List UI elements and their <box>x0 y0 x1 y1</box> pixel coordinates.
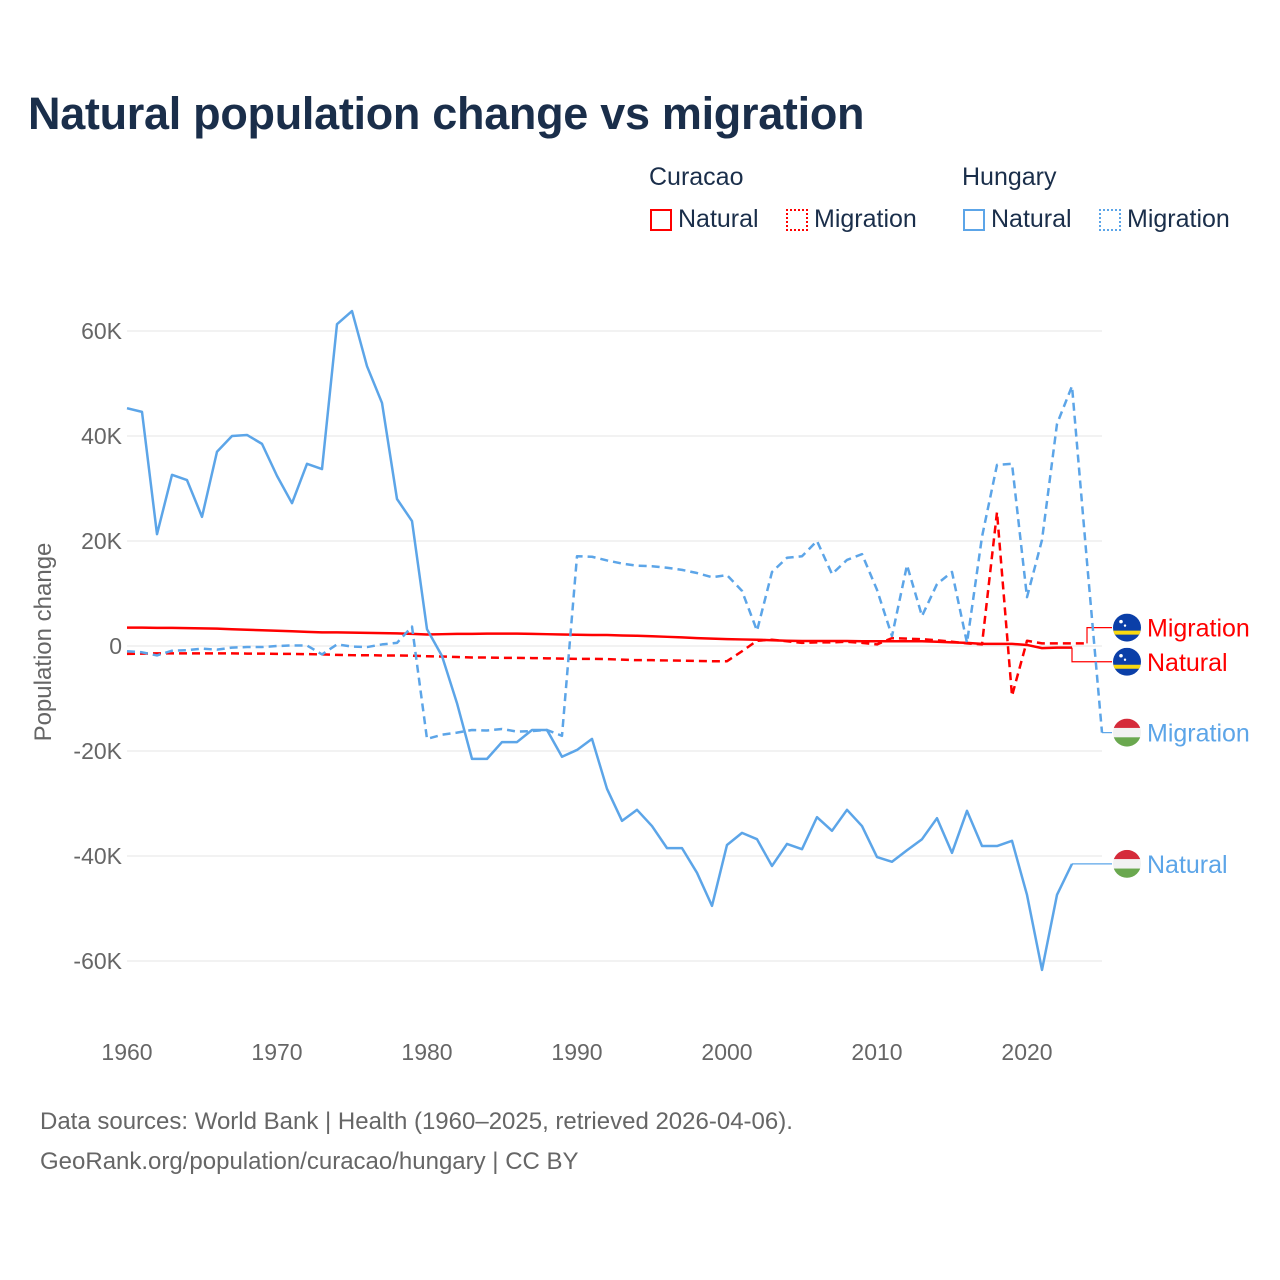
legend-country-curacao: Curacao <box>649 163 744 191</box>
x-tick-label: 1970 <box>251 1039 302 1065</box>
legend-swatch-solid-red <box>650 208 672 231</box>
y-tick-label: 0 <box>109 633 122 659</box>
legend-label: Migration <box>1127 205 1230 233</box>
series-lines <box>126 309 1112 972</box>
legend-label: Natural <box>991 205 1072 233</box>
series-line-curacao-natural[interactable] <box>127 626 1072 650</box>
end-labels: Migration Natural Migration Natural <box>1113 613 1250 879</box>
y-tick-label: -20K <box>73 738 122 764</box>
label-connector <box>1086 627 1112 644</box>
flag-curacao-icon <box>1113 613 1141 642</box>
footer-sources: Data sources: World Bank | Health (1960–… <box>40 1108 793 1135</box>
legend-swatch-solid-blue <box>963 208 985 231</box>
end-label-hungary-natural: Natural <box>1147 851 1228 879</box>
legend-curacao-natural[interactable]: Natural <box>650 205 759 234</box>
x-tick-label: 1990 <box>551 1039 602 1065</box>
y-tick-label: -40K <box>73 843 122 869</box>
chart-title: Natural population change vs migration <box>28 88 865 139</box>
end-label-curacao-natural: Natural <box>1147 649 1228 677</box>
end-label-hungary-migration: Migration <box>1147 720 1250 748</box>
series-line-hungary-natural[interactable] <box>126 309 1074 972</box>
x-tick-label: 2010 <box>851 1039 902 1065</box>
y-tick-label: -60K <box>73 948 122 974</box>
end-label-curacao-migration: Migration <box>1147 615 1250 643</box>
series-line-curacao-migration[interactable] <box>126 510 1087 698</box>
legend-swatch-dotted-red <box>786 208 808 231</box>
label-connector <box>1071 647 1112 663</box>
legend-hungary-migration[interactable]: Migration <box>1099 205 1230 234</box>
x-tick-label: 2020 <box>1001 1039 1052 1065</box>
legend-country-hungary: Hungary <box>962 163 1057 191</box>
footer-attribution[interactable]: GeoRank.org/population/curacao/hungary |… <box>40 1148 579 1175</box>
series-line-hungary-migration[interactable] <box>126 384 1104 741</box>
x-tick-label: 1980 <box>401 1039 452 1065</box>
x-tick-label: 1960 <box>101 1039 152 1065</box>
flag-hungary-icon <box>1113 849 1141 878</box>
flag-hungary-icon <box>1113 718 1141 747</box>
x-axis-ticks: 1960 1970 1980 1990 2000 2010 2020 <box>101 1039 1052 1065</box>
y-tick-label: 60K <box>81 318 123 344</box>
legend-label: Natural <box>678 205 759 233</box>
y-tick-label: 40K <box>81 423 123 449</box>
flag-curacao-icon <box>1113 647 1141 676</box>
x-tick-label: 2000 <box>701 1039 752 1065</box>
legend-hungary-natural[interactable]: Natural <box>963 205 1072 234</box>
y-tick-label: 20K <box>81 528 123 554</box>
y-axis-label: Population change <box>30 543 57 742</box>
legend-label: Migration <box>814 205 917 233</box>
legend-swatch-dotted-blue <box>1099 208 1121 231</box>
legend-curacao-migration[interactable]: Migration <box>786 205 917 234</box>
y-axis-ticks: 60K 40K 20K 0 -20K -40K -60K <box>73 318 122 974</box>
